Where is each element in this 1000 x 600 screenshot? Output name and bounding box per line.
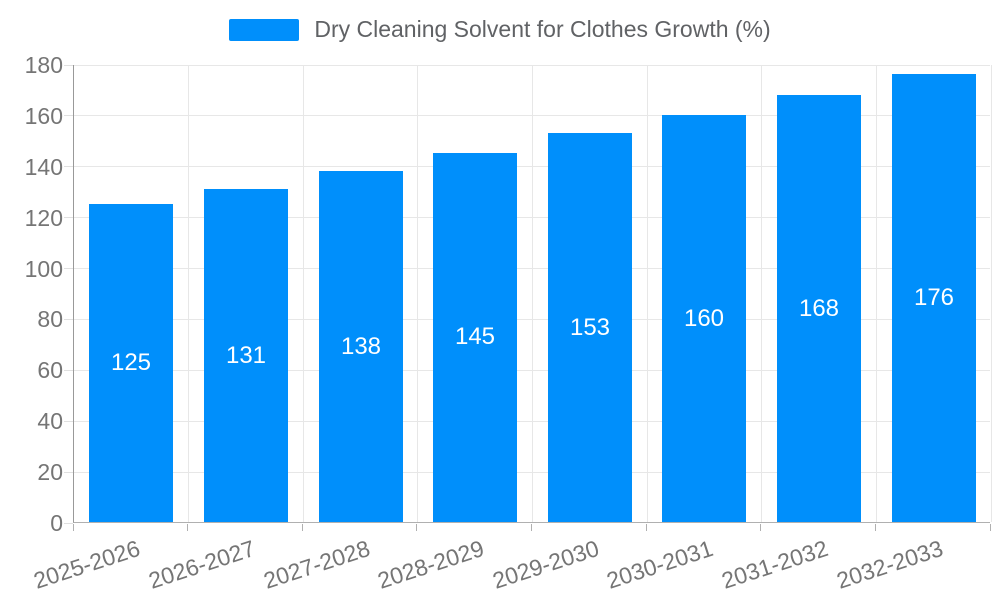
x-axis-tick xyxy=(301,524,303,531)
v-gridline xyxy=(761,65,763,522)
y-tick-label: 60 xyxy=(37,357,63,384)
x-tick-label: 2030-2031 xyxy=(603,535,717,594)
x-axis-tick xyxy=(187,524,189,531)
bar-value-label: 168 xyxy=(798,294,840,322)
x-tick-label: 2031-2032 xyxy=(718,535,832,594)
v-gridline xyxy=(417,65,419,522)
x-axis-tick xyxy=(760,524,762,531)
x-tick-label: 2025-2026 xyxy=(30,535,144,594)
v-gridline xyxy=(646,65,648,522)
legend-item[interactable]: Dry Cleaning Solvent for Clothes Growth … xyxy=(0,16,1000,44)
x-axis-tick xyxy=(416,524,418,531)
bar[interactable]: 176 xyxy=(892,74,976,522)
y-axis-tick xyxy=(64,115,73,117)
bar-value-label: 125 xyxy=(110,349,152,377)
x-tick-label: 2026-2027 xyxy=(145,535,258,594)
x-tick-label: 2029-2030 xyxy=(489,535,602,594)
y-tick-label: 120 xyxy=(24,204,63,231)
v-gridline xyxy=(875,65,877,522)
y-tick-label: 80 xyxy=(37,306,63,333)
bar[interactable]: 138 xyxy=(319,171,403,522)
legend-label: Dry Cleaning Solvent for Clothes Growth … xyxy=(314,16,771,42)
y-axis-tick xyxy=(64,318,73,320)
x-tick-label: 2028-2029 xyxy=(374,535,488,594)
y-axis-tick xyxy=(64,420,73,422)
y-tick-label: 100 xyxy=(24,255,63,282)
y-axis-tick xyxy=(64,268,73,270)
bar[interactable]: 125 xyxy=(89,204,173,522)
bar-value-label: 138 xyxy=(340,332,382,360)
y-axis-tick xyxy=(64,64,73,66)
bar-value-label: 160 xyxy=(683,304,725,332)
y-tick-label: 160 xyxy=(24,102,63,129)
x-tick-label: 2027-2028 xyxy=(259,535,373,594)
x-axis-tick xyxy=(874,524,876,531)
y-axis-tick xyxy=(64,522,73,524)
y-axis-tick xyxy=(64,166,73,168)
y-tick-label: 140 xyxy=(24,153,63,180)
bar[interactable]: 131 xyxy=(204,189,288,522)
bar[interactable]: 168 xyxy=(777,95,861,522)
bar[interactable]: 153 xyxy=(548,133,632,522)
bar[interactable]: 145 xyxy=(433,153,517,522)
y-tick-label: 20 xyxy=(37,459,63,486)
x-tick-label: 2032-2033 xyxy=(833,535,946,594)
y-axis-tick xyxy=(64,369,73,371)
y-tick-label: 0 xyxy=(50,510,63,536)
bar-value-label: 131 xyxy=(225,341,267,369)
bar-value-label: 145 xyxy=(454,323,496,351)
y-axis-tick xyxy=(64,471,73,473)
v-gridline xyxy=(990,65,992,522)
y-axis-tick xyxy=(64,217,73,219)
x-axis-tick xyxy=(531,524,532,531)
x-axis-tick xyxy=(645,524,647,531)
bar-value-label: 176 xyxy=(913,283,955,311)
v-gridline xyxy=(532,65,533,522)
v-gridline xyxy=(188,65,190,522)
x-axis-tick xyxy=(72,524,74,531)
plot-area: 125 131 138 145 153 160 168 176 xyxy=(73,64,992,523)
bar[interactable]: 160 xyxy=(662,115,746,522)
bar-value-label: 153 xyxy=(569,313,611,341)
y-tick-label: 40 xyxy=(37,408,63,435)
legend-swatch-icon xyxy=(229,18,300,41)
v-gridline xyxy=(302,65,304,522)
y-tick-label: 180 xyxy=(24,52,63,78)
x-axis-tick xyxy=(989,524,991,531)
